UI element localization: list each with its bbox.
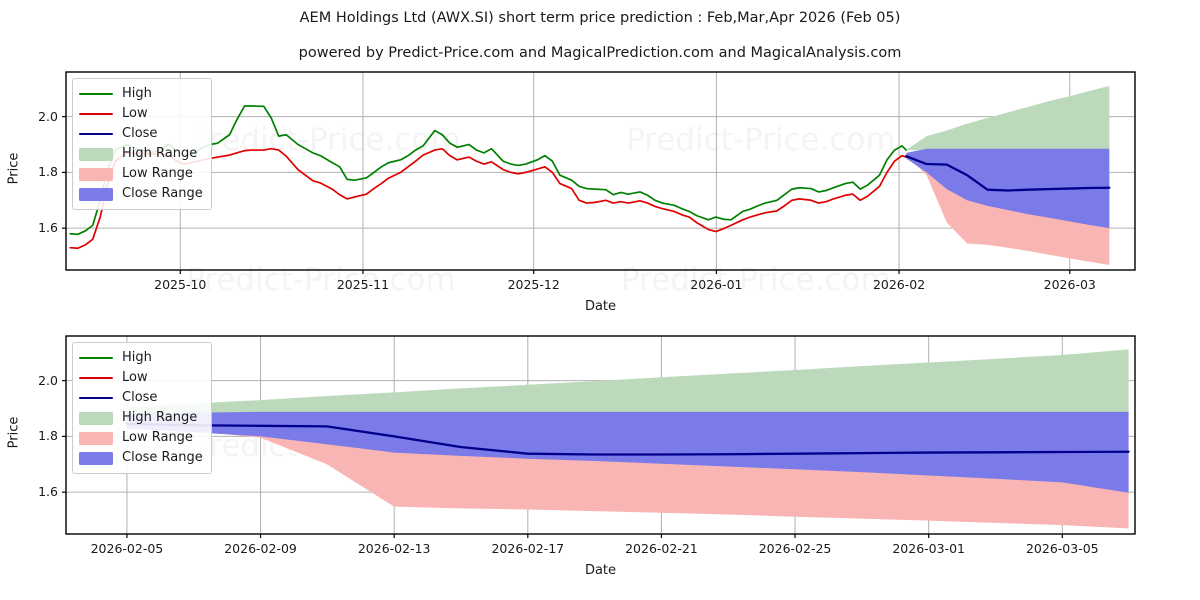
bottom-xtick-label: 2026-02-13 — [357, 541, 431, 556]
top-xtick-label: 2025-12 — [507, 277, 560, 292]
legend-item-high-range[interactable]: High Range — [79, 144, 203, 164]
legend-swatch-container — [79, 391, 113, 405]
legend-item-low-range[interactable]: Low Range — [79, 164, 203, 184]
bottom-high-range-band — [126, 349, 1129, 415]
legend-line-swatch — [79, 132, 113, 136]
legend-item-label: High — [122, 350, 152, 365]
page-title: AEM Holdings Ltd (AWX.SI) short term pri… — [299, 10, 901, 26]
watermark: Predict-Price.com — [191, 428, 461, 464]
legend-item-label: Low — [122, 370, 148, 385]
legend-item-label: High Range — [122, 410, 198, 425]
legend-item-label: Close Range — [122, 450, 203, 465]
legend-patch-swatch — [79, 411, 113, 425]
bottom-ytick-label: 2.0 — [38, 372, 58, 388]
top-xtick-label: 2025-10 — [154, 277, 207, 292]
bottom-xtick-label: 2026-02-17 — [491, 541, 565, 556]
bottom-ytick-label: 1.6 — [38, 484, 58, 500]
legend-item-high-range[interactable]: High Range — [79, 408, 203, 428]
legend-swatch-container — [79, 87, 113, 101]
legend-line-swatch — [79, 376, 113, 380]
top-ytick-label: 1.8 — [38, 164, 58, 180]
legend-item-high[interactable]: High — [79, 84, 203, 104]
top-xtick-label: 2026-01 — [690, 277, 743, 292]
legend-item-close-range[interactable]: Close Range — [79, 184, 203, 204]
legend-swatch-container — [79, 431, 113, 445]
legend-patch-swatch — [79, 431, 113, 445]
legend-swatch-container — [79, 167, 113, 181]
legend-patch-swatch — [79, 451, 113, 465]
bottom-ytick-label: 1.8 — [38, 428, 58, 444]
legend-swatch-container — [79, 187, 113, 201]
legend-item-label: High Range — [122, 146, 198, 161]
legend-item-label: Close — [122, 126, 158, 141]
tick-marks — [62, 380, 1063, 538]
bottom-legend: High Low Close High Range Low Range Close Ran… — [72, 342, 212, 474]
legend-item-label: High — [122, 86, 152, 101]
top-xtick-label: 2026-02 — [872, 277, 926, 292]
legend-item-label: Low Range — [122, 166, 193, 181]
legend-item-low[interactable]: Low — [79, 104, 203, 124]
bottom-xtick-label: 2026-02-21 — [625, 541, 698, 556]
top-xtick-label: 2025-11 — [336, 277, 390, 292]
legend-item-label: Low — [122, 106, 148, 121]
bottom-xtick-label: 2026-02-09 — [224, 541, 297, 556]
legend-line-swatch — [79, 356, 113, 360]
legend-swatch-container — [79, 371, 113, 385]
legend-swatch-container — [79, 107, 113, 121]
legend-swatch-container — [79, 127, 113, 141]
legend-swatch-container — [79, 411, 113, 425]
bottom-low-range-band — [126, 419, 1129, 529]
bottom-axis-frame — [65, 335, 1136, 535]
legend-item-close[interactable]: Close — [79, 124, 203, 144]
bottom-xtick-label: 2026-02-05 — [90, 541, 164, 556]
legend-swatch-container — [79, 147, 113, 161]
bottom-xtick-label: 2026-02-25 — [758, 541, 832, 556]
top-xtick-label: 2026-03 — [1043, 277, 1096, 292]
legend-patch-swatch — [79, 147, 113, 161]
legend-line-swatch — [79, 396, 113, 400]
bottom-xtick-label: 2026-03-01 — [892, 541, 965, 556]
legend-line-swatch — [79, 92, 113, 96]
legend-swatch-container — [79, 451, 113, 465]
legend-patch-swatch — [79, 187, 113, 201]
bottom-close-line — [125, 422, 1130, 456]
page-subtitle: powered by Predict-Price.com and Magical… — [298, 45, 902, 61]
legend-item-close[interactable]: Close — [79, 388, 203, 408]
watermark: Predict-Price.com — [626, 428, 896, 464]
top-ytick-label: 2.0 — [38, 108, 58, 124]
legend-item-close-range[interactable]: Close Range — [79, 448, 203, 468]
top-legend: High Low Close High Range Low Range Close Ran… — [72, 78, 212, 210]
legend-item-high[interactable]: High — [79, 348, 203, 368]
legend-patch-swatch — [79, 167, 113, 181]
bottom-x-axis-label: Date — [584, 563, 617, 578]
legend-swatch-container — [79, 351, 113, 365]
legend-item-label: Close — [122, 390, 158, 405]
legend-item-low[interactable]: Low — [79, 368, 203, 388]
bottom-y-axis-label: Price — [6, 416, 22, 449]
legend-item-low-range[interactable]: Low Range — [79, 428, 203, 448]
top-x-axis-label: Date — [584, 299, 617, 314]
legend-item-label: Low Range — [122, 430, 193, 445]
bottom-xtick-label: 2026-03-05 — [1025, 541, 1099, 556]
legend-line-swatch — [79, 112, 113, 116]
gridlines — [66, 336, 1135, 534]
bottom-close-range-band — [126, 411, 1129, 493]
legend-item-label: Close Range — [122, 186, 203, 201]
top-ytick-label: 1.6 — [38, 220, 58, 236]
